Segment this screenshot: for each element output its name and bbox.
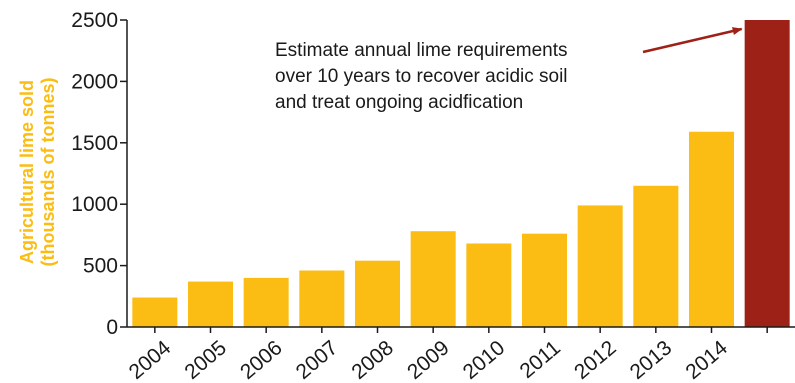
y-tick-label: 2500 [71, 9, 118, 32]
x-tick-label-2009: 2009 [403, 336, 454, 383]
x-tick-label-2013: 2013 [626, 336, 677, 383]
y-axis-label-line-1: Agricultural lime sold [17, 80, 37, 264]
y-tick-label: 1000 [71, 193, 118, 216]
bar-2009 [410, 231, 456, 327]
y-axis-label: Agricultural lime sold (thousands of ton… [17, 78, 58, 267]
annotation-line-1: Estimate annual lime requirements [275, 40, 568, 61]
bar-2014 [689, 131, 734, 327]
bar-2013 [633, 185, 679, 327]
annotation-line-2: over 10 years to recover acidic soil [275, 66, 568, 87]
x-tick-label-2008: 2008 [347, 336, 398, 383]
x-axis-ticks: 2004 2005 2006 2007 2008 2009 2010 2011 2012 2013… [125, 327, 768, 383]
x-tick-label-2004: 2004 [125, 336, 176, 383]
x-tick-label-2006: 2006 [236, 336, 287, 383]
bar-2011 [522, 233, 567, 327]
bar-2010 [466, 243, 512, 327]
x-tick-label-2012: 2012 [570, 336, 621, 383]
x-tick-label-2010: 2010 [459, 336, 510, 383]
bar-2008 [355, 260, 400, 327]
bar-2007 [299, 270, 345, 327]
y-tick-label: 500 [83, 255, 118, 278]
annotation-arrow [642, 27, 743, 54]
annotation: Estimate annual lime requirements over 1… [275, 27, 743, 113]
annotation-line-3: and treat ongoing acidfication [275, 92, 523, 113]
y-axis-ticks: 0 500 1000 1500 2000 2500 [71, 9, 127, 339]
x-tick-label-2005: 2005 [180, 336, 231, 383]
x-tick-label-2011: 2011 [516, 336, 565, 383]
bar-series [132, 20, 790, 327]
y-axis-label-line-2: (thousands of tonnes) [38, 78, 58, 267]
y-tick-label: 2000 [71, 70, 118, 93]
bar-2004 [132, 297, 178, 327]
bar-2006 [243, 277, 289, 327]
y-tick-label: 0 [106, 316, 118, 339]
x-tick-label-2014: 2014 [681, 336, 732, 383]
bar-2005 [188, 281, 233, 327]
y-tick-label: 1500 [71, 132, 118, 155]
bar-2012 [577, 205, 623, 327]
bar-estimate [744, 20, 790, 327]
x-tick-label-2007: 2007 [292, 336, 343, 383]
